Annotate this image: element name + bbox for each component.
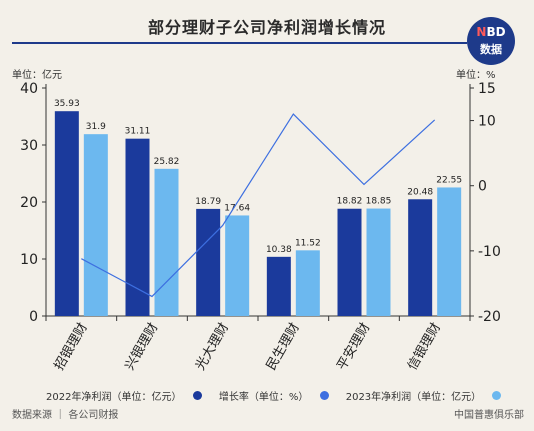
bar-2023 (437, 187, 462, 316)
legend-2023-swatch (492, 391, 502, 400)
data-source: 数据来源 ｜ 各公司财报 (12, 410, 119, 421)
x-tick-label: 招银理财 (52, 321, 91, 374)
legend-2023-label: 2023年净利润（单位：亿元） (345, 392, 482, 403)
bar-2023 (295, 250, 320, 316)
logo-bd: BD (486, 25, 506, 39)
bar-2023 (154, 168, 179, 316)
y-left-tick-label: 0 (29, 309, 38, 325)
y-left-tick-label: 30 (20, 138, 38, 154)
data-label-2023: 31.9 (86, 122, 106, 132)
nbd-logo: NBD 数据 (467, 17, 515, 65)
bar-2023 (366, 208, 391, 316)
bar-2022 (54, 111, 79, 316)
right-axis-unit: 单位：% (456, 70, 496, 81)
data-label-2023: 18.85 (366, 197, 392, 207)
logo-line2: 数据 (480, 43, 502, 56)
x-tick-label: 民生理财 (264, 321, 303, 374)
y-left-tick-label: 20 (20, 195, 38, 211)
y-left-tick-label: 40 (20, 81, 38, 97)
title-underline (12, 42, 467, 44)
x-tick-label: 信银理财 (405, 321, 444, 374)
data-label-2023: 17.64 (224, 203, 250, 213)
legend-growth-label: 增长率（单位：%） (218, 392, 309, 403)
bar-2022 (266, 256, 291, 316)
data-label-2023: 11.52 (295, 238, 321, 248)
chart-title: 部分理财子公司净利润增长情况 (147, 18, 386, 37)
bar-2022 (196, 208, 221, 316)
legend-2022-label: 2022年净利润（单位：亿元） (46, 392, 182, 403)
bar-2022 (125, 138, 150, 316)
legend-2022-swatch (192, 391, 202, 400)
footer-brand: 中国普惠俱乐部 (454, 410, 524, 421)
data-label-2023: 25.82 (154, 157, 180, 167)
data-label-2022: 18.82 (337, 197, 363, 207)
y-left-tick-label: 10 (20, 252, 38, 268)
y-right-tick-label: -10 (478, 244, 501, 260)
bar-2023 (225, 215, 250, 316)
x-tick-label: 兴银理财 (122, 321, 161, 374)
bar-2022 (408, 199, 433, 316)
logo-n: N (476, 25, 487, 39)
left-axis-unit: 单位：亿元 (12, 70, 62, 81)
y-right-tick-label: -20 (478, 309, 501, 325)
bar-2023 (83, 134, 108, 316)
data-label-2022: 35.93 (54, 99, 80, 109)
y-right-tick-label: 0 (478, 179, 487, 195)
x-tick-label: 平安理财 (334, 321, 373, 374)
x-tick-label: 光大理财 (193, 321, 232, 374)
data-label-2022: 10.38 (266, 245, 292, 255)
data-label-2023: 22.55 (436, 175, 462, 185)
y-right-tick-label: 10 (478, 114, 496, 130)
data-label-2022: 18.79 (195, 197, 221, 207)
data-label-2022: 31.11 (125, 127, 151, 137)
data-label-2022: 20.48 (407, 187, 433, 197)
legend-growth-swatch (319, 391, 329, 400)
legend: 2022年净利润（单位：亿元） 增长率（单位：%） 2023年净利润（单位：亿元… (46, 388, 502, 403)
y-right-tick-label: 15 (478, 81, 496, 97)
bar-2022 (337, 208, 362, 316)
growth-rate-line (81, 113, 436, 298)
